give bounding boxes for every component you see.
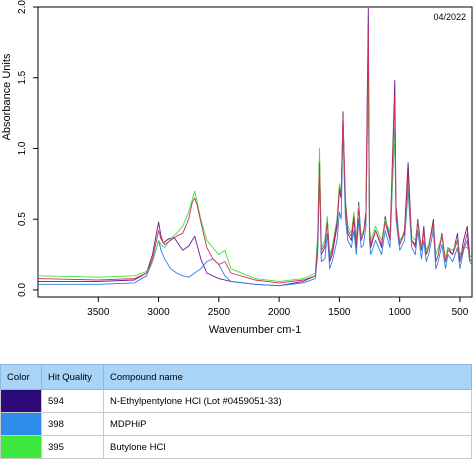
x-tick-label: 500 xyxy=(452,307,469,318)
hit-quality-cell: 398 xyxy=(41,412,104,436)
hit-quality-cell: 395 xyxy=(41,435,104,459)
y-axis-ticks: 0.0 0.5 1.0 1.5 2.0 xyxy=(17,0,38,297)
color-swatch-cell xyxy=(0,389,42,413)
table-row[interactable]: 398 MDPHiP xyxy=(0,412,472,436)
header-hit-quality[interactable]: Hit Quality xyxy=(41,364,104,390)
color-swatch-cell xyxy=(0,412,42,436)
x-tick-label: 1500 xyxy=(328,307,351,318)
x-axis-label: Wavenumber cm-1 xyxy=(209,324,302,336)
y-tick-label: 1.5 xyxy=(17,70,28,84)
header-color[interactable]: Color xyxy=(0,364,42,390)
date-annotation: 04/2022 xyxy=(433,12,466,22)
color-swatch xyxy=(1,413,41,435)
spectrum-series-1 xyxy=(38,63,473,287)
table-row[interactable]: 594 N-Ethylpentylone HCl (Lot #0459051-3… xyxy=(0,389,472,413)
x-axis-ticks: 3500 3000 2500 2000 1500 1000 500 xyxy=(87,297,469,318)
hit-quality-cell: 594 xyxy=(41,389,104,413)
series-layer xyxy=(37,7,473,287)
plot-frame xyxy=(37,6,473,298)
y-axis-label: Absorbance Units xyxy=(1,53,13,140)
y-tick-label: 2.0 xyxy=(17,0,28,14)
x-tick-label: 2500 xyxy=(208,307,231,318)
y-tick-label: 1.0 xyxy=(17,141,28,155)
table-header-row: Color Hit Quality Compound name xyxy=(0,364,472,390)
header-compound-name[interactable]: Compound name xyxy=(103,364,472,390)
y-tick-label: 0.0 xyxy=(17,283,28,297)
compound-name-cell: MDPHiP xyxy=(103,412,472,436)
y-tick-label: 0.5 xyxy=(17,212,28,226)
compound-name-cell: Butylone HCl xyxy=(103,435,472,459)
compound-name-cell: N-Ethylpentylone HCl (Lot #0459051-33) xyxy=(103,389,472,413)
color-swatch xyxy=(1,390,41,412)
x-tick-label: 2000 xyxy=(268,307,291,318)
hit-list-table: Color Hit Quality Compound name 594 N-Et… xyxy=(0,364,472,459)
ir-spectrum-chart: 3500 3000 2500 2000 1500 1000 500 0.0 0.5 1.0 1.5… xyxy=(1,0,473,336)
color-swatch xyxy=(1,436,41,458)
x-tick-label: 3000 xyxy=(147,307,170,318)
spectrum-series-3 xyxy=(37,27,473,284)
x-tick-label: 3500 xyxy=(87,307,110,318)
x-tick-label: 1000 xyxy=(389,307,412,318)
table-row[interactable]: 395 Butylone HCl xyxy=(0,435,472,459)
color-swatch-cell xyxy=(0,435,42,459)
